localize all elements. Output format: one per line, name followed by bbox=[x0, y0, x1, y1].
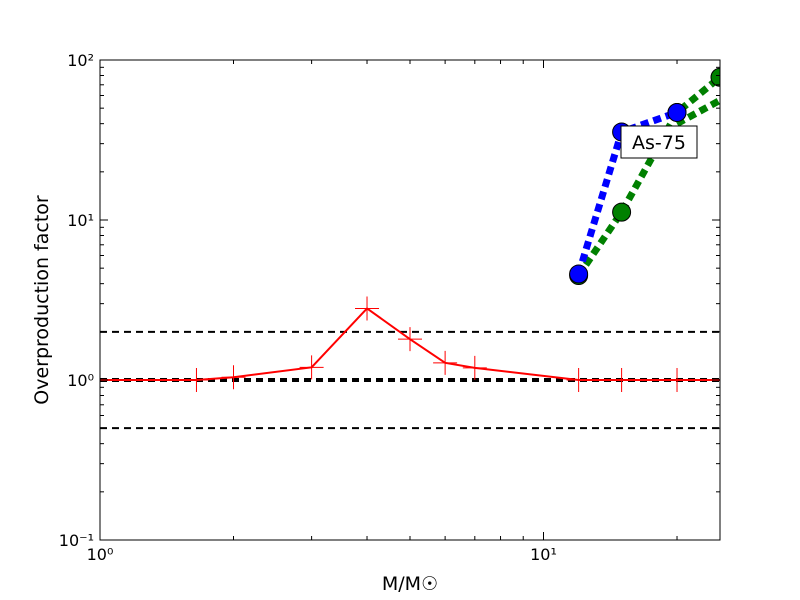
annotation-box bbox=[620, 125, 698, 159]
data-point bbox=[667, 102, 687, 122]
y-axis-label: Overproduction factor bbox=[31, 195, 53, 405]
x-tick-label: 10¹ bbox=[530, 545, 557, 564]
data-point bbox=[665, 368, 690, 392]
data-point bbox=[612, 202, 632, 222]
data-point bbox=[398, 327, 422, 352]
data-point bbox=[569, 264, 589, 284]
y-tick-label: 10² bbox=[67, 51, 94, 70]
overlay: As-75 bbox=[99, 59, 720, 541]
data-point bbox=[221, 365, 246, 390]
data-point bbox=[462, 355, 487, 380]
x-axis-label: M/M☉ bbox=[382, 573, 438, 595]
data-point bbox=[609, 368, 634, 392]
data-point bbox=[184, 368, 209, 392]
y-tick-label: 10¹ bbox=[67, 211, 94, 230]
series-line bbox=[675, 97, 720, 127]
series-line bbox=[575, 74, 720, 278]
data-point bbox=[433, 350, 458, 375]
y-tick-label: 10⁻¹ bbox=[59, 531, 94, 550]
data-point bbox=[566, 368, 591, 392]
annotation: As-75 bbox=[632, 132, 686, 154]
y-tick-label: 10⁰ bbox=[67, 371, 94, 390]
x-tick-label: 10⁰ bbox=[87, 545, 114, 564]
data-point bbox=[355, 296, 380, 321]
data-point bbox=[299, 355, 324, 380]
plot-area bbox=[100, 67, 720, 430]
data-point bbox=[710, 67, 720, 87]
